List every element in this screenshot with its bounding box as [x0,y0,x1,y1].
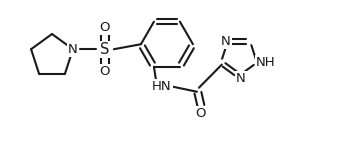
Text: S: S [100,42,110,57]
Text: NH: NH [256,56,276,69]
Text: O: O [100,21,110,34]
Text: O: O [100,65,110,78]
Text: O: O [196,107,206,120]
Text: N: N [236,72,246,85]
Text: N: N [221,35,231,48]
Text: HN: HN [152,80,172,93]
Text: N: N [68,43,78,56]
